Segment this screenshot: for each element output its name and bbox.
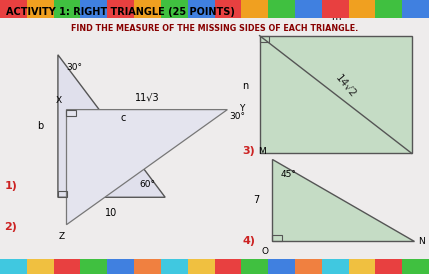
Bar <box>268 0 295 18</box>
Bar <box>241 259 268 274</box>
Bar <box>375 259 402 274</box>
Text: 45°: 45° <box>281 170 297 179</box>
Polygon shape <box>272 159 414 241</box>
Text: c: c <box>120 113 126 123</box>
Bar <box>295 0 322 18</box>
Text: 10: 10 <box>106 208 118 218</box>
Bar <box>161 259 188 274</box>
Bar <box>375 0 402 18</box>
Bar <box>54 0 81 18</box>
Bar <box>295 259 322 274</box>
Text: 3): 3) <box>242 146 255 156</box>
Bar <box>134 259 161 274</box>
Bar <box>0 259 27 274</box>
Bar <box>188 0 214 18</box>
Bar <box>54 259 81 274</box>
Text: 4): 4) <box>242 236 255 246</box>
Text: Y: Y <box>239 104 245 113</box>
Polygon shape <box>66 110 227 225</box>
Text: 14√2: 14√2 <box>334 73 359 100</box>
Text: O: O <box>261 247 268 256</box>
Bar <box>81 259 107 274</box>
Bar <box>214 259 241 274</box>
Polygon shape <box>58 55 165 197</box>
Bar <box>134 0 161 18</box>
Bar <box>107 0 134 18</box>
Bar <box>260 36 412 153</box>
Text: m: m <box>331 12 341 22</box>
Bar <box>348 0 375 18</box>
Bar <box>322 259 348 274</box>
Bar <box>0 0 27 18</box>
Bar <box>241 0 268 18</box>
Bar <box>161 0 188 18</box>
Bar <box>348 259 375 274</box>
Bar <box>322 0 348 18</box>
Bar <box>188 259 214 274</box>
Bar <box>107 259 134 274</box>
Text: 60°: 60° <box>139 180 155 189</box>
Bar <box>27 0 54 18</box>
Text: N: N <box>418 237 425 246</box>
Bar <box>402 0 429 18</box>
Bar <box>214 0 241 18</box>
Text: 2): 2) <box>4 222 17 232</box>
Text: b: b <box>36 121 43 131</box>
Text: 1): 1) <box>4 181 17 191</box>
Text: ACTIVITY 1: RIGHT TRIANGLE (25 POINTS): ACTIVITY 1: RIGHT TRIANGLE (25 POINTS) <box>6 7 236 17</box>
Bar <box>81 0 107 18</box>
Text: FIND THE MEASURE OF THE MISSING SIDES OF EACH TRIANGLE.: FIND THE MEASURE OF THE MISSING SIDES OF… <box>71 24 358 33</box>
Text: 30°: 30° <box>66 63 82 72</box>
Text: M: M <box>258 147 266 156</box>
Bar <box>27 259 54 274</box>
Text: 7: 7 <box>253 195 260 205</box>
Text: 11√3: 11√3 <box>135 93 159 103</box>
Bar <box>402 259 429 274</box>
Text: 30°: 30° <box>230 112 245 121</box>
Text: X: X <box>56 96 62 105</box>
Text: Z: Z <box>58 232 64 241</box>
Text: n: n <box>242 81 249 91</box>
Bar <box>268 259 295 274</box>
